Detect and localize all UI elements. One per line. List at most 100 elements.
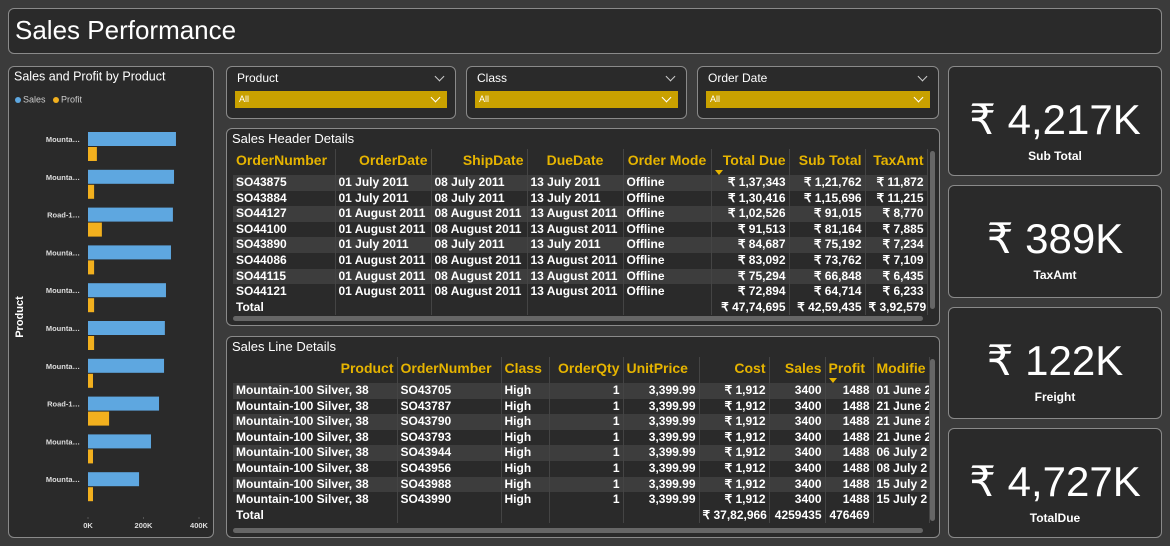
table-cell: High <box>501 398 550 415</box>
table-cell: Mountain-100 Silver, 38 <box>233 445 398 461</box>
table-cell: 15 July 2 <box>873 492 930 508</box>
legend-label: Sales <box>23 94 46 104</box>
table-cell: ₹ 7,234 <box>865 237 928 253</box>
table-cell: ₹ 64,714 <box>789 284 866 300</box>
x-tick-label: 400K <box>190 521 209 530</box>
header-row: OrderNumber OrderDate ShipDate DueDate Order… <box>233 149 928 175</box>
scrollbar <box>930 151 935 309</box>
total-cell: ₹ 47,74,695 <box>711 299 790 316</box>
table-row: SO43884 01 July 2011 08 July 2011 13 July 2… <box>233 190 928 207</box>
table-row: SO44100 01 August 2011 08 August 2011 13 Au… <box>233 221 928 238</box>
chart-panel: Sales and Profit by Product Product Sale… <box>8 66 214 538</box>
bar <box>88 449 93 464</box>
table-cell: 3,399.99 <box>623 414 700 430</box>
table-cell: Offline <box>623 268 712 285</box>
table-cell: 1 <box>549 476 624 493</box>
table-title: Sales Line Details <box>232 339 337 354</box>
total-cell <box>873 507 930 524</box>
table-cell: Mountain-100 Silver, 38 <box>233 383 398 399</box>
table-cell: Mountain-100 Silver, 38 <box>233 429 398 446</box>
column-header[interactable]: Sales <box>769 357 826 383</box>
scrollbar <box>233 316 923 321</box>
total-cell: ₹ 37,82,966 <box>699 507 770 524</box>
table-cell: ₹ 1,30,416 <box>711 190 790 207</box>
filter[interactable]: Product All <box>226 66 456 119</box>
table-panel: Sales Line Details Product OrderNumber Clas… <box>226 336 940 538</box>
table-row: Mountain-100 Silver, 38 SO43956 High 1 3,399… <box>233 460 930 477</box>
table-cell: SO43875 <box>233 175 336 191</box>
bar <box>88 487 93 502</box>
table-cell: 01 August 2011 <box>335 284 432 300</box>
column-header[interactable]: OrderDate <box>335 149 432 175</box>
table-cell: SO43884 <box>233 190 336 207</box>
table-cell: 08 July 2011 <box>431 190 528 207</box>
total-cell <box>431 299 528 316</box>
table-cell: Offline <box>623 206 712 222</box>
table-cell: 13 July 2011 <box>527 190 624 207</box>
table-cell: 21 June 2 <box>873 398 930 415</box>
table-cell: 1488 <box>825 398 874 415</box>
column-header[interactable]: DueDate <box>527 149 624 175</box>
column-header[interactable]: Class <box>501 357 550 383</box>
column-header[interactable]: OrderQty <box>549 357 624 383</box>
dropdown[interactable]: All <box>706 91 930 108</box>
table-cell: 08 July 2011 <box>431 175 528 191</box>
table-cell: 13 August 2011 <box>527 268 624 285</box>
column-header[interactable]: Total Due <box>711 149 790 175</box>
table-cell: High <box>501 476 550 493</box>
column-header[interactable]: UnitPrice <box>623 357 700 383</box>
y-tick-label: Mounta… <box>46 362 80 371</box>
table-cell: ₹ 11,872 <box>865 175 928 191</box>
page-title: Sales Performance <box>15 15 237 45</box>
bar <box>88 222 102 237</box>
filter[interactable]: Order Date All <box>697 66 939 119</box>
filter-label: Product <box>237 71 279 85</box>
kpi-value: ₹ 389K <box>986 215 1124 262</box>
column-header[interactable]: Modifie <box>873 357 930 383</box>
column-header[interactable]: TaxAmt <box>865 149 928 175</box>
table-row: Mountain-100 Silver, 38 SO43787 High 1 3,399… <box>233 398 930 415</box>
column-header[interactable]: ShipDate <box>431 149 528 175</box>
chevron <box>661 92 672 103</box>
filter-label: Class <box>477 71 508 85</box>
kpi-value: ₹ 122K <box>986 337 1124 384</box>
table-cell: 1488 <box>825 492 874 508</box>
column-header[interactable]: Product <box>233 357 398 383</box>
table-cell: SO43890 <box>233 237 336 253</box>
header-row: Product OrderNumber Class OrderQty UnitPrice… <box>233 357 930 383</box>
dropdown-value: All <box>479 94 490 104</box>
column-header[interactable]: OrderNumber <box>233 149 336 175</box>
table-cell: 1 <box>549 460 624 477</box>
table-cell: SO43705 <box>397 383 502 399</box>
table-cell: ₹ 7,109 <box>865 252 928 269</box>
table-cell: Offline <box>623 175 712 191</box>
column-header[interactable]: Order Mode <box>623 149 712 175</box>
table-cell: 3,399.99 <box>623 460 700 477</box>
table-cell: SO43988 <box>397 476 502 493</box>
table-cell: Mountain-100 Silver, 38 <box>233 476 398 493</box>
dropdown[interactable]: All <box>235 91 447 108</box>
filter[interactable]: Class All <box>466 66 687 119</box>
column-header[interactable]: Profit <box>825 357 874 383</box>
table-cell: ₹ 91,513 <box>711 221 790 238</box>
kpi-value: ₹ 4,217K <box>969 96 1141 143</box>
table-row: Mountain-100 Silver, 38 SO43793 High 1 3,399… <box>233 429 930 446</box>
dropdown-value: All <box>710 94 721 104</box>
table-cell: 06 July 2 <box>873 445 930 461</box>
table-cell: 3,399.99 <box>623 398 700 415</box>
column-header[interactable]: Cost <box>699 357 770 383</box>
column-header[interactable]: Sub Total <box>789 149 866 175</box>
table-cell: SO43787 <box>397 398 502 415</box>
dropdown[interactable]: All <box>475 91 678 108</box>
y-tick-label: Mounta… <box>46 248 80 257</box>
table-cell: 3400 <box>769 445 826 461</box>
title-bar: Sales Performance <box>8 8 1162 54</box>
dropdown-value: All <box>239 94 250 104</box>
bar <box>88 283 166 298</box>
column-header[interactable]: OrderNumber <box>397 357 502 383</box>
total-cell: 476469 <box>825 507 874 524</box>
total-cell <box>501 507 550 524</box>
table-row: SO44115 01 August 2011 08 August 2011 13 Au… <box>233 268 928 285</box>
table-cell: 1 <box>549 492 624 508</box>
